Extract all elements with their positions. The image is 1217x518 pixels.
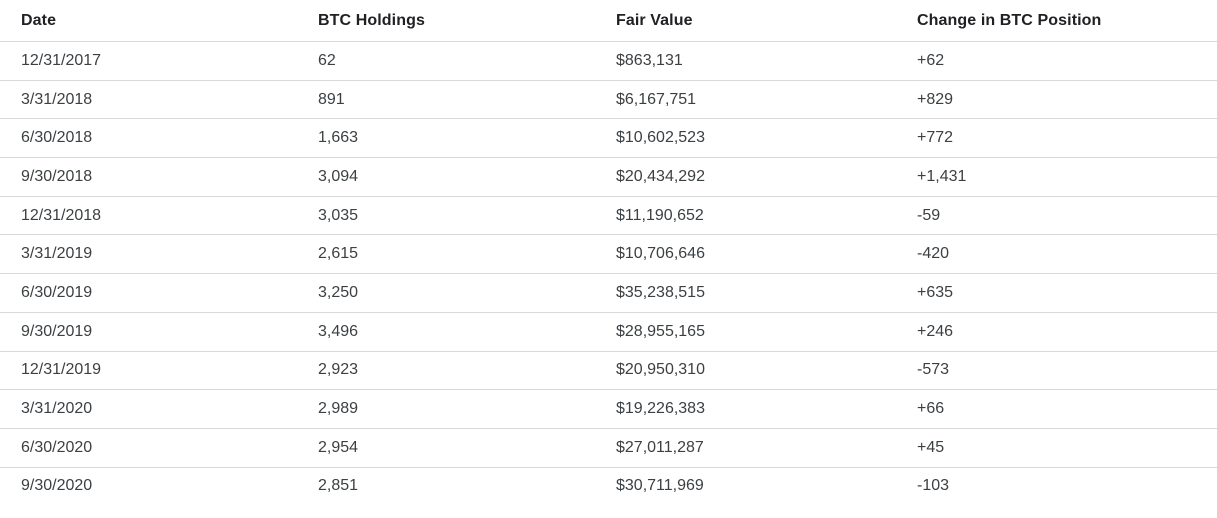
- change-in-btc-position-cell: +66: [896, 389, 1217, 429]
- date-cell: 9/30/2019: [0, 312, 297, 352]
- date-cell: 9/30/2020: [21, 477, 93, 495]
- fair-value-cell: $6,167,751: [595, 80, 896, 120]
- fair-value-cell: $10,602,523: [595, 118, 896, 159]
- fair-value-cell: $35,238,515: [595, 273, 896, 313]
- change-in-btc-position-cell: +772: [896, 118, 1217, 159]
- table-row: 12/31/2018 3,035 $11,190,652 -59: [0, 196, 1217, 236]
- date-cell: 3/31/2020: [0, 389, 297, 429]
- date-cell: 6/30/2019: [0, 273, 297, 313]
- column-header-date: Date: [0, 0, 297, 42]
- btc-holdings-cell: 3,496: [297, 312, 595, 352]
- btc-holdings-cell: 1,663: [297, 118, 595, 159]
- column-header-change-in-btc-position: Change in BTC Position: [896, 0, 1217, 42]
- btc-holdings-cell: 3,035: [297, 196, 595, 236]
- column-header-btc-holdings: BTC Holdings: [297, 0, 595, 42]
- table-row: 6/30/2020 2,954 $27,011,287 +45: [0, 428, 1217, 468]
- fair-value-cell: $11,190,652: [595, 196, 896, 236]
- btc-holdings-cell: 2,615: [297, 234, 595, 275]
- fair-value-cell: $19,226,383: [595, 389, 896, 429]
- table-header-row: Date BTC Holdings Fair Value Change in B…: [0, 0, 1217, 42]
- fair-value-cell: $30,711,969: [616, 477, 704, 495]
- btc-holdings-cell: 2,923: [297, 351, 595, 391]
- change-in-btc-position-cell: -420: [896, 234, 1217, 275]
- date-cell: 12/31/2018: [0, 196, 297, 236]
- btc-holdings-cell: 3,250: [297, 273, 595, 313]
- btc-holdings-table: Date BTC Holdings Fair Value Change in B…: [0, 0, 1217, 506]
- fair-value-cell: $10,706,646: [595, 234, 896, 275]
- btc-holdings-cell: 2,954: [297, 428, 595, 468]
- table-body: 12/31/2017 62 $863,131 +62 3/31/2018 891 $6,16…: [0, 41, 1217, 506]
- table-row: 6/30/2019 3,250 $35,238,515 +635: [0, 273, 1217, 313]
- date-cell: 12/31/2017: [0, 41, 297, 81]
- table-row: 9/30/2019 3,496 $28,955,165 +246: [0, 312, 1217, 352]
- date-cell: 3/31/2019: [0, 234, 297, 275]
- column-header-fair-value: Fair Value: [595, 0, 896, 42]
- btc-holdings-cell: 3,094: [297, 157, 595, 197]
- table-row: 3/31/2018 891 $6,167,751 +829: [0, 80, 1217, 120]
- table-row: 6/30/2018 1,663 $10,602,523 +772: [0, 118, 1217, 159]
- date-cell: 12/31/2019: [0, 351, 297, 391]
- fair-value-cell: $863,131: [595, 41, 896, 81]
- fair-value-cell: $20,434,292: [595, 157, 896, 197]
- change-in-btc-position-cell: -573: [896, 351, 1217, 391]
- change-in-btc-position-cell: +635: [896, 273, 1217, 313]
- table-row: 9/30/2020 2,851 $30,711,969 -103: [0, 467, 1217, 505]
- btc-holdings-cell: 891: [297, 80, 595, 120]
- table-row: 3/31/2019 2,615 $10,706,646 -420: [0, 234, 1217, 275]
- change-in-btc-position-cell: +1,431: [896, 157, 1217, 197]
- fair-value-cell: $20,950,310: [595, 351, 896, 391]
- fair-value-cell: $28,955,165: [595, 312, 896, 352]
- fair-value-cell: $27,011,287: [595, 428, 896, 468]
- btc-holdings-cell: 2,989: [297, 389, 595, 429]
- change-in-btc-position-cell: -59: [896, 196, 1217, 236]
- change-in-btc-position-cell: +45: [896, 428, 1217, 468]
- change-in-btc-position-cell: +62: [896, 41, 1217, 81]
- date-cell: 9/30/2018: [0, 157, 297, 197]
- date-cell: 6/30/2018: [0, 118, 297, 159]
- table-row: 9/30/2018 3,094 $20,434,292 +1,431: [0, 157, 1217, 197]
- table-row: 3/31/2020 2,989 $19,226,383 +66: [0, 389, 1217, 429]
- date-cell: 6/30/2020: [0, 428, 297, 468]
- change-in-btc-position-cell: +829: [896, 80, 1217, 120]
- btc-holdings-cell: 2,851: [318, 477, 359, 495]
- table-row: 12/31/2017 62 $863,131 +62: [0, 41, 1217, 81]
- date-cell: 3/31/2018: [0, 80, 297, 120]
- table-row: 12/31/2019 2,923 $20,950,310 -573: [0, 351, 1217, 391]
- btc-holdings-cell: 62: [297, 41, 595, 81]
- change-in-btc-position-cell: -103: [917, 477, 950, 495]
- change-in-btc-position-cell: +246: [896, 312, 1217, 352]
